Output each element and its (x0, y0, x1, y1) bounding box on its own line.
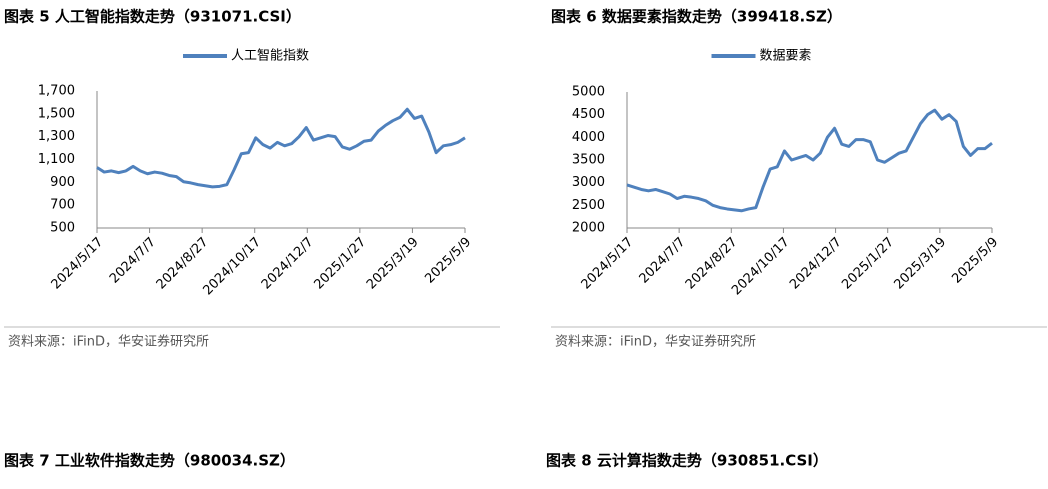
y-tick-label: 4500 (572, 107, 605, 122)
x-tick-label: 2025/5/9 (949, 235, 1001, 287)
x-tick-label: 2025/3/19 (891, 235, 949, 293)
figure-caption: 图表 7 工业软件指数走势（980034.SZ） (4, 452, 295, 470)
x-tick-label: 2024/12/7 (787, 235, 845, 293)
x-tick-label: 2024/8/27 (154, 235, 212, 293)
x-tick-label: 2024/7/7 (637, 235, 689, 287)
y-tick-label: 5000 (572, 85, 605, 100)
y-tick-label: 3500 (572, 153, 605, 168)
x-tick-label: 2024/7/7 (107, 235, 159, 287)
y-tick-label: 4000 (572, 130, 605, 145)
y-tick-label: 1,300 (38, 129, 75, 144)
chart-title: 图表 6 数据要素指数走势（399418.SZ） (551, 8, 842, 26)
y-tick-label: 2500 (572, 198, 605, 213)
legend-label: 人工智能指数 (231, 49, 309, 64)
data-line (96, 107, 466, 189)
x-tick-label: 2025/1/27 (311, 235, 369, 293)
y-tick-label: 1,500 (38, 106, 75, 121)
chart-title: 图表 5 人工智能指数走势（931071.CSI） (4, 8, 301, 26)
x-tick-label: 2024/5/17 (49, 235, 107, 293)
x-tick-label: 2025/5/9 (422, 235, 474, 287)
y-tick-label: 500 (50, 221, 75, 236)
y-tick-label: 1,100 (38, 152, 75, 167)
y-tick-label: 1,700 (38, 84, 75, 99)
legend-label: 数据要素 (760, 49, 812, 64)
y-tick-label: 2000 (572, 221, 605, 236)
y-tick-label: 700 (50, 198, 75, 213)
x-tick-label: 2024/12/7 (259, 235, 317, 293)
x-tick-label: 2025/1/27 (839, 235, 897, 293)
source-note: 资料来源：iFinD，华安证券研究所 (8, 334, 209, 350)
data-line (626, 108, 993, 213)
source-note: 资料来源：iFinD，华安证券研究所 (555, 334, 756, 350)
figure-caption: 图表 8 云计算指数走势（930851.CSI） (546, 452, 828, 470)
y-tick-label: 3000 (572, 175, 605, 190)
y-tick-label: 900 (50, 175, 75, 190)
x-tick-label: 2025/3/19 (364, 235, 422, 293)
x-tick-label: 2024/5/17 (579, 235, 637, 293)
